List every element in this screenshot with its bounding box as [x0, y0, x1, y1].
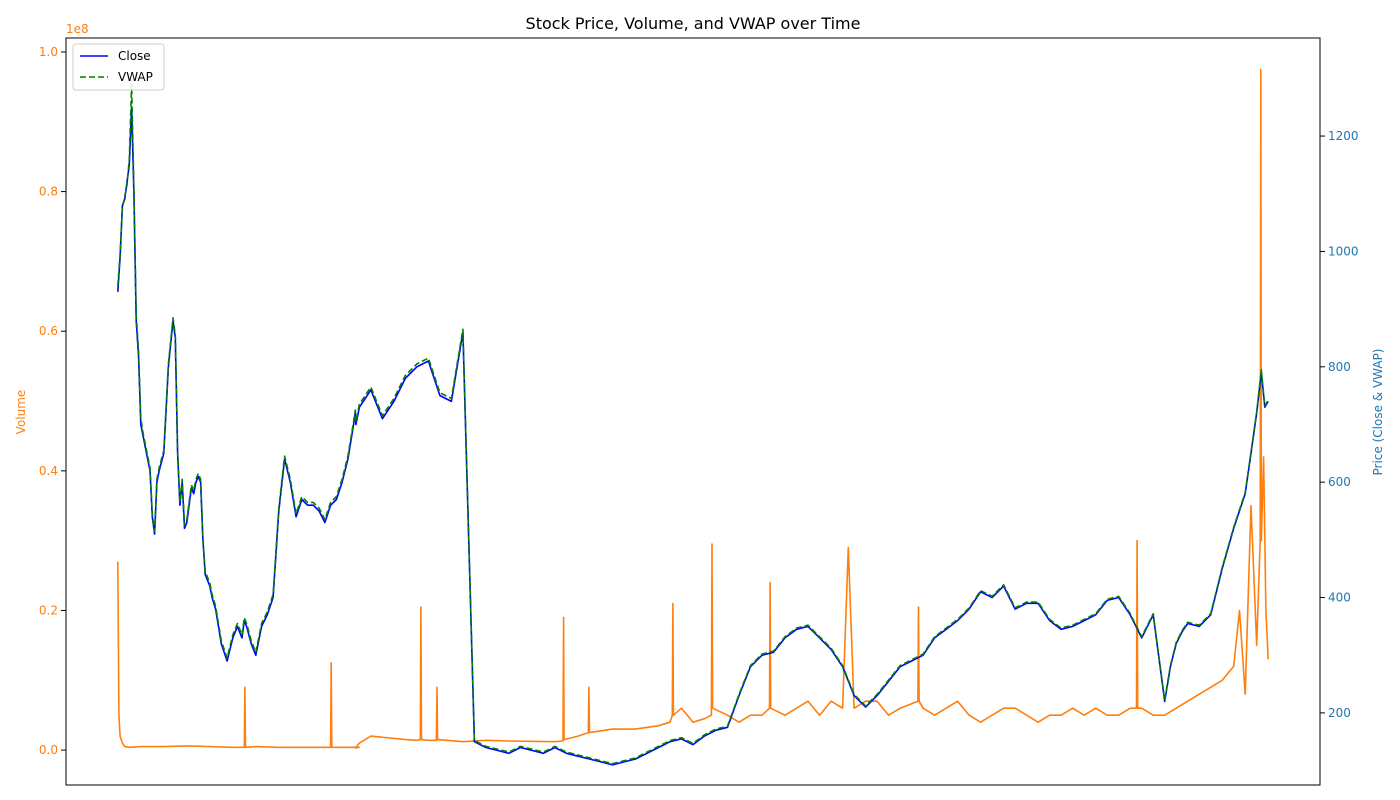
series-line-vwap [117, 83, 1269, 765]
series-line-volume [117, 68, 1269, 749]
left-tick-label: 0.6 [39, 324, 58, 338]
left-axis-label: Volume [14, 390, 28, 435]
legend-label-vwap: VWAP [118, 70, 153, 84]
legend: Close VWAP [72, 43, 165, 91]
left-tick-label: 0.0 [39, 743, 58, 757]
right-axis-label: Price (Close & VWAP) [1371, 349, 1385, 476]
series-line-close [117, 106, 1269, 766]
left-axis: 0.0 0.2 0.4 0.6 0.8 1.0 [39, 45, 66, 757]
plot-frame [65, 37, 1321, 786]
left-tick-label: 0.2 [39, 603, 58, 617]
right-tick-label: 400 [1328, 591, 1351, 605]
plot-layer [117, 68, 1269, 766]
right-tick-label: 200 [1328, 706, 1351, 720]
right-tick-label: 1000 [1328, 244, 1359, 258]
left-tick-label: 0.4 [39, 464, 58, 478]
right-tick-label: 600 [1328, 475, 1351, 489]
legend-label-close: Close [118, 49, 151, 63]
left-axis-scale-label: 1e8 [66, 22, 89, 36]
chart-title: Stock Price, Volume, and VWAP over Time [526, 14, 861, 33]
left-tick-label: 1.0 [39, 45, 58, 59]
left-tick-label: 0.8 [39, 185, 58, 199]
right-tick-label: 1200 [1328, 129, 1359, 143]
right-tick-label: 800 [1328, 360, 1351, 374]
right-axis: 200 400 600 800 1000 1200 [1320, 129, 1359, 720]
